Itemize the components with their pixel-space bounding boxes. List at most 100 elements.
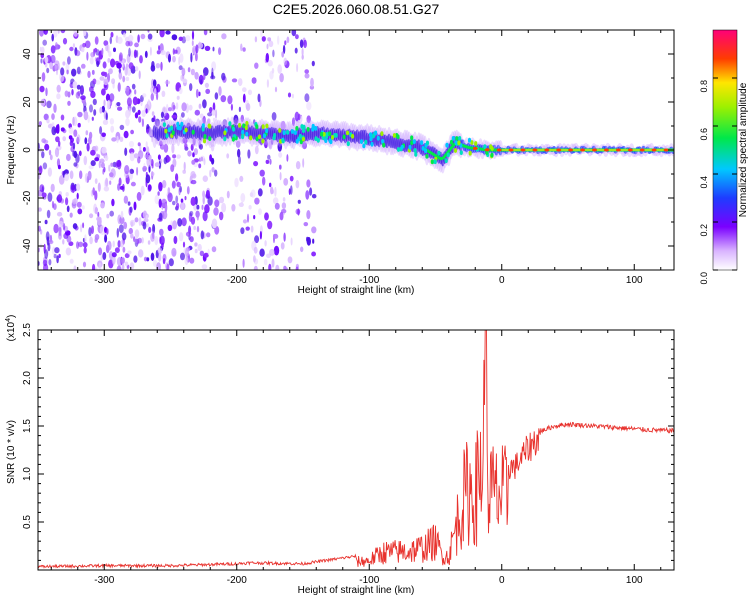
noise-blob [268, 40, 274, 48]
x-tick-label: -300 [94, 575, 114, 586]
noise-blob [304, 69, 310, 74]
noise-blob [98, 262, 102, 270]
noise-blob [84, 234, 87, 243]
ridge-speckle [290, 129, 294, 134]
ridge-speckle [490, 146, 494, 151]
noise-blob [90, 160, 96, 167]
noise-blob [76, 192, 79, 200]
ridge-speckle [301, 128, 306, 134]
y-tick-label: -40 [22, 238, 33, 253]
noise-blob [185, 231, 192, 237]
noise-blob [113, 47, 116, 53]
noise-blob [65, 62, 70, 72]
ridge-hotspot [580, 148, 586, 152]
ridge-speckle [301, 136, 306, 142]
noise-blob [159, 140, 163, 147]
noise-blob [184, 256, 189, 266]
noise-blob [146, 146, 150, 155]
noise-blob [193, 148, 198, 156]
noise-blob [118, 177, 122, 186]
noise-blob [141, 237, 144, 244]
noise-blob [190, 171, 196, 178]
ridge-speckle [282, 130, 286, 136]
noise-blob [123, 195, 129, 204]
ridge-speckle [359, 139, 364, 145]
ridge-speckle [241, 129, 245, 135]
noise-blob [94, 206, 98, 215]
ridge-speckle [451, 136, 455, 141]
noise-blob [51, 113, 55, 120]
colorbar-tick-label: 0.6 [699, 128, 709, 141]
noise-blob [202, 115, 206, 125]
noise-blob [97, 182, 101, 192]
noise-blob [134, 238, 138, 244]
noise-blob [297, 199, 301, 204]
noise-blob [128, 34, 134, 42]
noise-blob [51, 33, 54, 42]
colorbar-tick-label: 0.0 [699, 272, 709, 285]
noise-blob [81, 63, 86, 69]
noise-blob [56, 255, 59, 264]
noise-blob [77, 90, 81, 96]
snr-y-axis-label: SNR (10 * v/v) [6, 420, 17, 484]
noise-blob [123, 32, 126, 38]
noise-blob [94, 145, 99, 152]
noise-blob [104, 226, 108, 233]
noise-blob [134, 229, 140, 239]
ridge-speckle [425, 153, 429, 159]
noise-blob [278, 152, 283, 158]
noise-blob [66, 69, 69, 75]
noise-blob [73, 198, 78, 204]
noise-blob [124, 66, 128, 76]
x-tick-label: 0 [499, 575, 505, 586]
noise-blob [128, 140, 135, 148]
noise-blob [267, 59, 273, 67]
ridge-speckle [191, 129, 195, 135]
ridge-speckle [362, 143, 366, 149]
noise-blob [140, 185, 145, 196]
noise-blob [58, 232, 62, 240]
noise-blob [146, 157, 152, 167]
noise-blob [154, 194, 160, 205]
noise-blob [138, 116, 142, 123]
noise-blob [204, 204, 210, 214]
noise-blob [112, 240, 115, 248]
ridge-speckle [374, 130, 378, 136]
noise-blob [139, 55, 143, 64]
noise-blob [205, 88, 211, 94]
x-tick-label: 100 [626, 275, 643, 286]
noise-blob [160, 61, 163, 71]
noise-blob [257, 188, 263, 197]
noise-blob [80, 224, 83, 233]
noise-blob [157, 252, 162, 262]
ridge-speckle [320, 131, 324, 137]
noise-blob [109, 180, 112, 185]
noise-blob [203, 158, 206, 166]
ridge-speckle [299, 139, 303, 145]
noise-blob [119, 124, 125, 130]
ridge-speckle [392, 133, 396, 138]
noise-blob [91, 116, 94, 121]
noise-blob [193, 225, 197, 231]
noise-blob [99, 158, 105, 164]
noise-blob [239, 175, 244, 182]
noise-blob [222, 119, 228, 127]
ridge-speckle [346, 141, 350, 147]
noise-blob [214, 92, 219, 100]
noise-blob [88, 227, 92, 237]
noise-blob [234, 177, 239, 188]
noise-blob [279, 164, 282, 170]
ridge-speckle [223, 130, 227, 136]
noise-blob [173, 235, 178, 245]
noise-blob [227, 95, 233, 105]
noise-blob [231, 204, 236, 212]
noise-blob [83, 110, 89, 121]
noise-blob [43, 113, 49, 121]
noise-blob [201, 264, 208, 270]
noise-blob [94, 36, 99, 45]
noise-blob [46, 67, 50, 74]
noise-blob [264, 140, 268, 149]
noise-blob [126, 264, 130, 269]
noise-blob [311, 194, 317, 199]
noise-blob [133, 153, 139, 159]
